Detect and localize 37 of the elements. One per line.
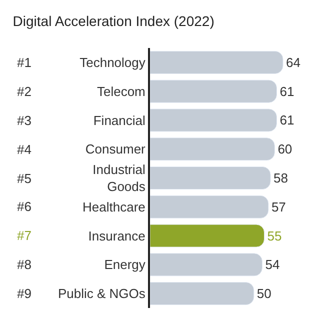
y-tick-label: Energy (104, 257, 146, 272)
text: #9 (17, 286, 32, 301)
text: #6 (17, 199, 32, 214)
data-label: 57 (271, 199, 286, 214)
text: #4 (17, 142, 32, 157)
bar (150, 80, 278, 103)
bar (150, 253, 262, 276)
data-label: 58 (274, 170, 288, 186)
bar (150, 50, 284, 74)
text: #3 (17, 113, 32, 128)
chart-title: Digital Acceleration Index (2022) (12, 12, 214, 29)
y-tick-label: Public & NGOs (58, 286, 146, 302)
y-tick-label: Consumer (85, 142, 146, 157)
y-tick-label: Telecom (96, 84, 146, 99)
data-label: 64 (286, 54, 300, 70)
y-tick-label: Industrial Goods (92, 162, 146, 194)
text: #5 (17, 171, 32, 186)
text: #2 (17, 84, 32, 99)
data-label: 50 (256, 286, 272, 302)
bar (150, 195, 269, 218)
bar (150, 138, 275, 161)
data-label: 61 (280, 112, 294, 128)
y-tick-label: Financial (93, 112, 146, 128)
data-label: 54 (265, 257, 280, 272)
text: #1 (17, 55, 32, 70)
data-label: 60 (278, 142, 292, 157)
bar (150, 282, 254, 306)
bar (150, 108, 278, 132)
y-tick-label: Insurance (88, 228, 146, 244)
y-tick-label: Healthcare (82, 199, 146, 214)
text: #7 (17, 228, 32, 243)
bar (150, 166, 271, 190)
data-label: 55 (267, 228, 282, 244)
text: #8 (17, 257, 32, 272)
bar (150, 224, 265, 248)
y-tick-label: Technology (80, 54, 146, 70)
data-label: 61 (280, 84, 294, 99)
